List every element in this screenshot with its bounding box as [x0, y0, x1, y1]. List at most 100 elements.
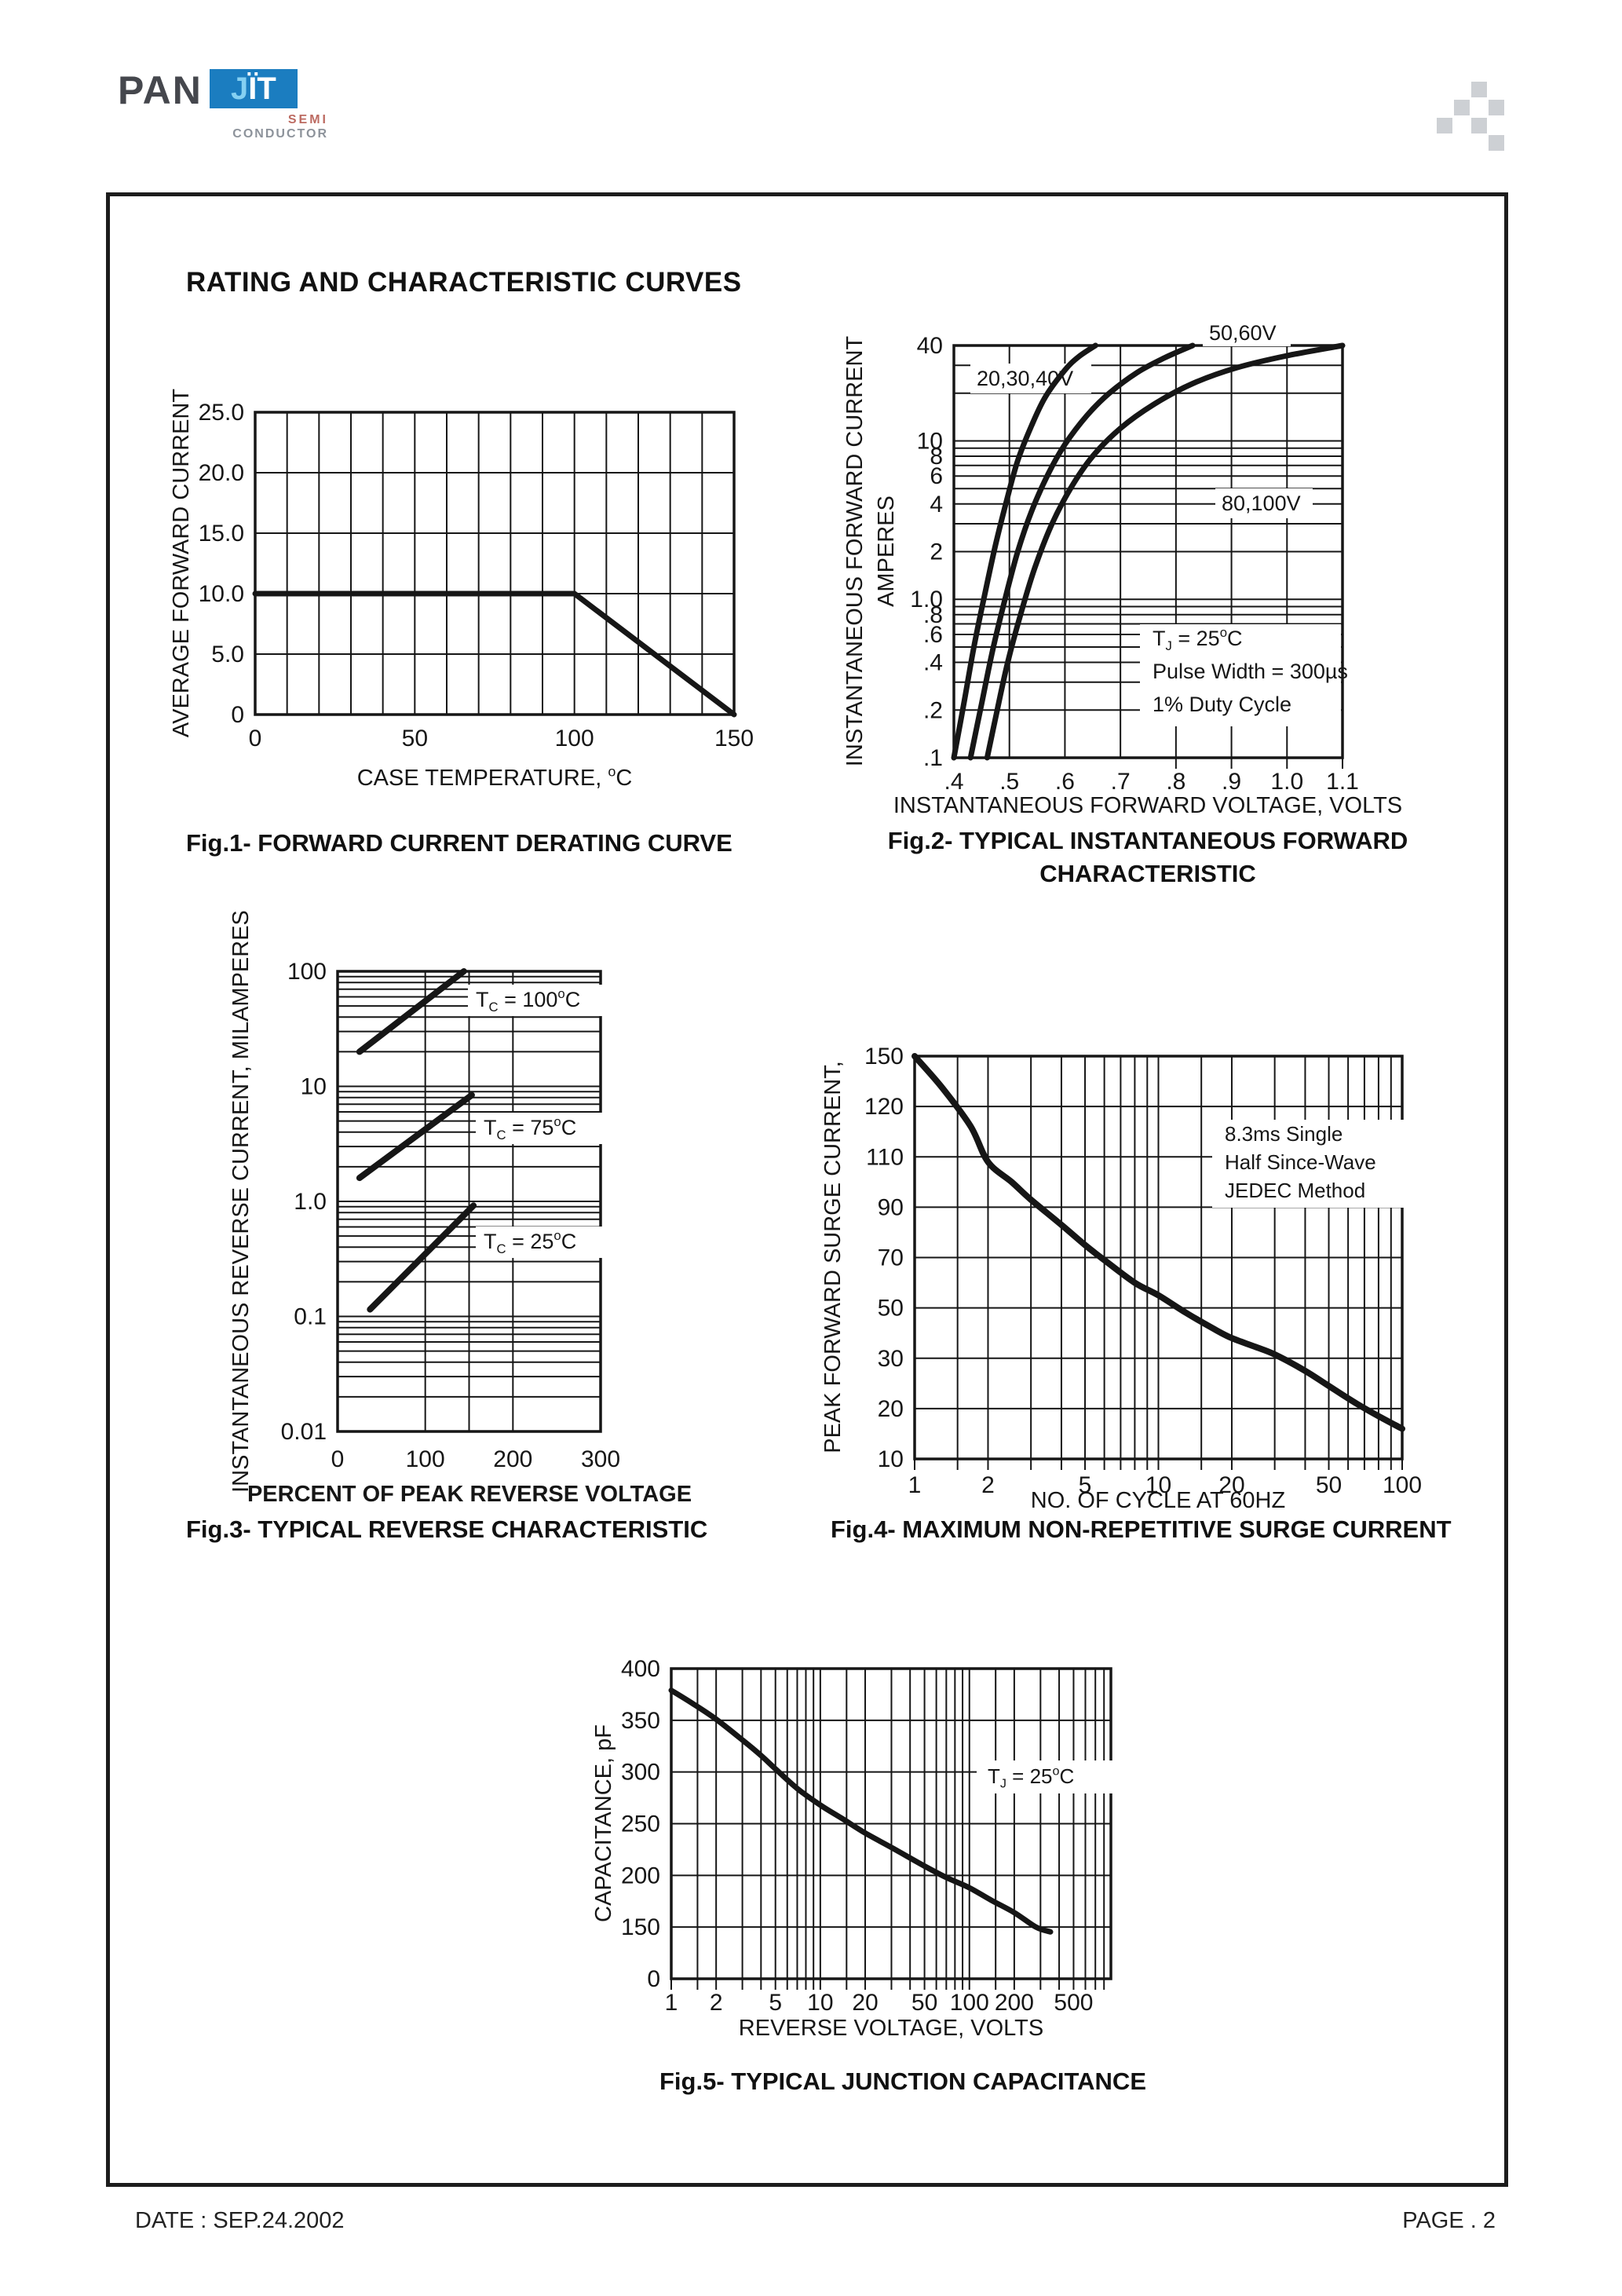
svg-text:400: 400 [621, 1656, 660, 1682]
svg-text:100: 100 [287, 959, 327, 985]
svg-text:.6: .6 [1055, 769, 1075, 795]
svg-text:0: 0 [231, 702, 244, 728]
logo-text-it: ÏT [248, 71, 276, 106]
svg-text:.5: .5 [999, 769, 1019, 795]
svg-text:150: 150 [714, 726, 754, 751]
svg-text:200: 200 [621, 1863, 660, 1888]
svg-text:10.0: 10.0 [199, 581, 244, 607]
svg-text:.1: .1 [923, 745, 943, 771]
svg-text:.7: .7 [1111, 769, 1131, 795]
logo-wordmark: PAN J ÏT [118, 68, 331, 112]
logo-text-pan: PAN [118, 68, 203, 112]
svg-text:250: 250 [621, 1812, 660, 1837]
svg-text:0: 0 [249, 726, 262, 751]
svg-text:1: 1 [665, 1990, 678, 2016]
svg-text:AVERAGE FORWARD CURRENT: AVERAGE FORWARD CURRENT [169, 389, 194, 737]
footer-date: DATE : SEP.24.2002 [135, 2208, 345, 2233]
svg-text:Half Since-Wave: Half Since-Wave [1225, 1150, 1376, 1174]
svg-text:INSTANTANEOUS FORWARD CURRENT: INSTANTANEOUS FORWARD CURRENT [842, 336, 868, 767]
svg-text:INSTANTANEOUS FORWARD VOLTAGE,: INSTANTANEOUS FORWARD VOLTAGE, VOLTS [893, 793, 1402, 818]
logo-text-j: J [230, 71, 249, 106]
svg-text:150: 150 [621, 1914, 660, 1940]
svg-text:10: 10 [878, 1446, 904, 1472]
svg-text:25.0: 25.0 [199, 400, 244, 426]
fig1-forward-current-derating-chart: 0 50 100 150 25.0 20.0 15.0 10.0 5.0 0 CASE TEMPER… [169, 389, 754, 791]
svg-text:10: 10 [301, 1074, 327, 1100]
svg-text:40: 40 [917, 333, 943, 359]
svg-text:6: 6 [930, 463, 943, 489]
svg-text:.8: .8 [923, 602, 943, 628]
svg-text:50: 50 [878, 1296, 904, 1322]
svg-text:2: 2 [981, 1472, 995, 1498]
svg-text:10: 10 [917, 428, 943, 454]
panjit-logo: PAN J ÏT SEMI CONDUCTOR [118, 69, 331, 141]
svg-text:.9: .9 [1222, 769, 1241, 795]
pixel-square-icon [1489, 100, 1504, 115]
svg-text:100: 100 [555, 726, 594, 751]
svg-text:TC = 25oC: TC = 25oC [484, 1228, 576, 1256]
svg-text:300: 300 [621, 1760, 660, 1786]
svg-text:CASE TEMPERATURE, oC: CASE TEMPERATURE, oC [357, 763, 633, 791]
logo-text-semi: SEMI [287, 113, 328, 126]
svg-text:PEAK FORWARD SURGE CURRENT,: PEAK FORWARD SURGE CURRENT, [820, 1061, 846, 1453]
svg-text:8.3ms Single: 8.3ms Single [1225, 1122, 1343, 1146]
svg-text:0.1: 0.1 [294, 1304, 327, 1330]
svg-text:150: 150 [864, 1044, 904, 1069]
svg-text:70: 70 [878, 1245, 904, 1271]
svg-text:100: 100 [950, 1990, 989, 2016]
svg-text:500: 500 [1054, 1990, 1093, 2016]
svg-text:5.0: 5.0 [211, 642, 244, 667]
fig4-non-repetitive-surge-current-chart: 8.3ms Single Half Since-Wave JEDEC Method 1… [820, 1044, 1422, 1513]
svg-text:20: 20 [1218, 1472, 1244, 1498]
pixel-square-icon [1471, 82, 1487, 97]
svg-text:100: 100 [1383, 1472, 1422, 1498]
footer-page-number: PAGE . 2 [1402, 2208, 1496, 2233]
svg-text:5: 5 [769, 1990, 782, 2016]
fig2-caption-line1: Fig.2- TYPICAL INSTANTANEOUS FORWARD [887, 827, 1408, 854]
svg-text:10: 10 [807, 1990, 833, 2016]
svg-text:50,60V: 50,60V [1209, 321, 1277, 345]
svg-text:.4: .4 [944, 769, 963, 795]
svg-text:1.0: 1.0 [910, 587, 943, 612]
svg-text:AMPERES: AMPERES [874, 495, 899, 607]
svg-text:1.1: 1.1 [1326, 769, 1359, 795]
fig5-caption: Fig.5- TYPICAL JUNCTION CAPACITANCE [659, 2067, 1146, 2095]
svg-text:20.0: 20.0 [199, 460, 244, 486]
svg-text:1: 1 [908, 1472, 922, 1498]
svg-text:JEDEC Method: JEDEC Method [1225, 1179, 1365, 1202]
svg-text:80,100V: 80,100V [1222, 492, 1301, 515]
logo-jit-box: J ÏT [209, 69, 298, 108]
svg-text:0.01: 0.01 [281, 1419, 327, 1445]
svg-text:5: 5 [1079, 1472, 1092, 1498]
svg-text:20: 20 [852, 1990, 878, 2016]
svg-text:50: 50 [402, 726, 428, 751]
svg-text:300: 300 [581, 1446, 620, 1472]
pixel-square-icon [1454, 100, 1470, 115]
svg-text:200: 200 [995, 1990, 1034, 2016]
svg-text:0: 0 [331, 1446, 345, 1472]
fig2-caption-line2: CHARACTERISTIC [1039, 860, 1256, 887]
logo-text-conductor: CONDUCTOR [232, 127, 328, 141]
svg-text:1.0: 1.0 [294, 1189, 327, 1215]
svg-text:15.0: 15.0 [199, 521, 244, 547]
svg-text:1.0: 1.0 [1270, 769, 1303, 795]
fig4-caption: Fig.4- MAXIMUM NON-REPETITIVE SURGE CURR… [831, 1515, 1452, 1543]
svg-text:.4: .4 [923, 650, 943, 676]
svg-text:2: 2 [930, 539, 943, 565]
svg-text:NO. OF CYCLE AT 60HZ: NO. OF CYCLE AT 60HZ [1031, 1488, 1285, 1513]
svg-text:TC = 100oC: TC = 100oC [476, 986, 580, 1015]
svg-text:30: 30 [878, 1346, 904, 1372]
page-border-frame [106, 192, 1508, 2187]
svg-text:120: 120 [864, 1094, 904, 1120]
svg-text:2: 2 [710, 1990, 723, 2016]
svg-text:50: 50 [911, 1990, 937, 2016]
svg-text:8: 8 [930, 444, 943, 470]
svg-text:200: 200 [493, 1446, 532, 1472]
svg-text:INSTANTANEOUS REVERSE CURRENT,: INSTANTANEOUS REVERSE CURRENT, MILAMPERE… [228, 910, 254, 1493]
pixel-square-icon [1489, 135, 1504, 151]
svg-text:Pulse Width = 300µs: Pulse Width = 300µs [1153, 660, 1348, 683]
svg-text:TC = 75oC: TC = 75oC [484, 1114, 576, 1143]
